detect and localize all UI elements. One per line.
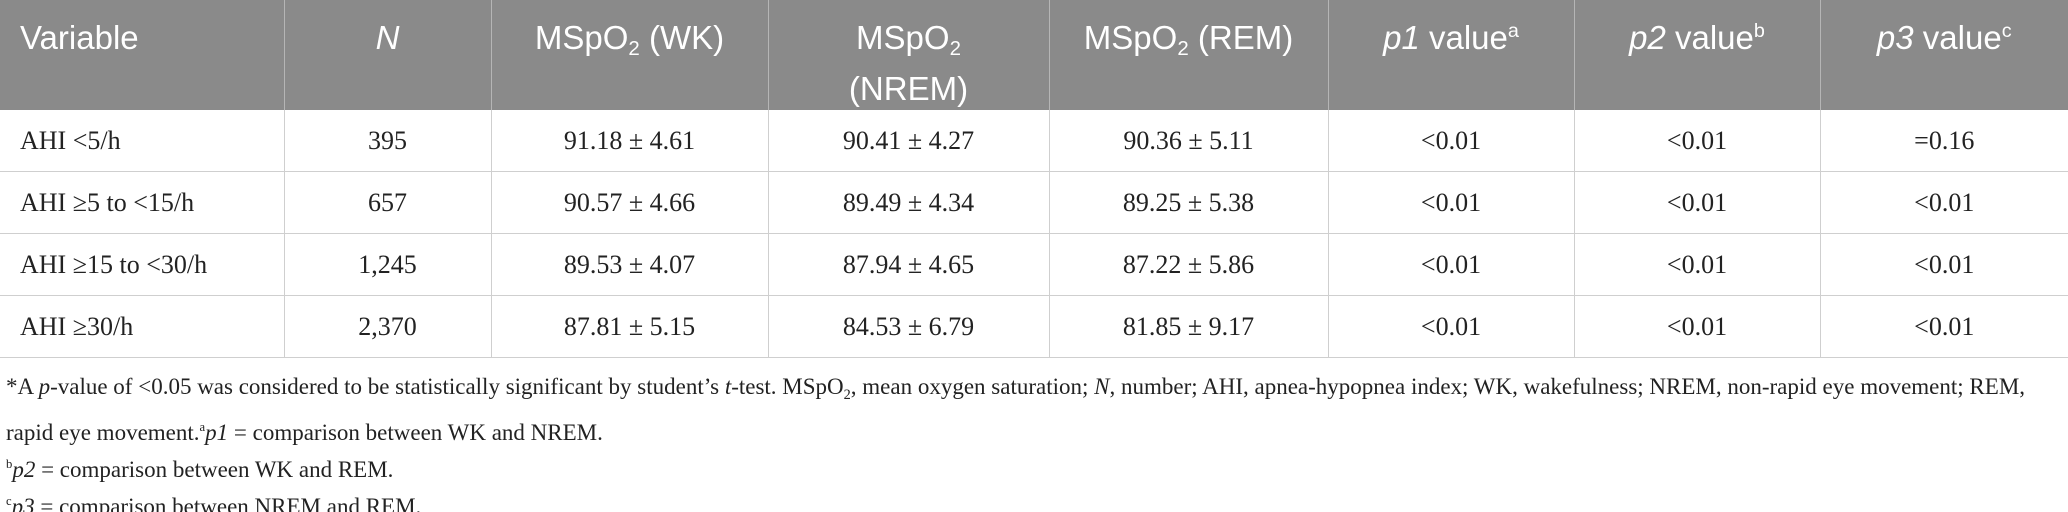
header-sup: b [1753, 20, 1765, 42]
footnote-text: -value of <0.05 was considered to be sta… [50, 374, 725, 399]
header-text: MSpO [1083, 19, 1178, 56]
footnote-text: c [6, 494, 12, 508]
header-text: (NREM) [848, 70, 969, 107]
footnote-text: t [724, 374, 732, 399]
footnote-text: = comparison between WK and REM. [35, 457, 394, 482]
table-cell: <0.01 [1573, 295, 1821, 358]
header-sub: 2 [949, 37, 961, 60]
table-cell: 1,245 [283, 233, 492, 296]
table-cell: 90.41 ± 4.27 [767, 110, 1050, 172]
table-cell: <0.01 [1819, 171, 2068, 234]
header-text: value [1665, 19, 1754, 56]
table-row: AHI <5/h 395 91.18 ± 4.61 90.41 ± 4.27 90.36… [0, 110, 2068, 172]
table-cell: <0.01 [1819, 233, 2068, 296]
header-sub: 2 [1177, 37, 1189, 60]
footnote-text: p2 [12, 457, 36, 482]
table-cell: 87.22 ± 5.86 [1048, 233, 1329, 296]
header-text: value [1913, 19, 2002, 56]
header-cell: p2 valueb [1574, 0, 1821, 110]
table-cell: <0.01 [1327, 110, 1575, 172]
header-text: (REM) [1188, 19, 1294, 56]
table-cell: 87.94 ± 4.65 [767, 233, 1050, 296]
table-cell: 81.85 ± 9.17 [1048, 295, 1329, 358]
table-cell: 90.36 ± 5.11 [1048, 110, 1329, 172]
table-cell: <0.01 [1327, 233, 1575, 296]
table-cell: <0.01 [1573, 110, 1821, 172]
footnote: *A p-value of <0.05 was considered to be… [6, 368, 2062, 451]
footnote-text: = comparison between WK and NREM. [228, 420, 603, 445]
footnote-text: = comparison between NREM and REM. [34, 494, 422, 512]
table-cell: 89.49 ± 4.34 [767, 171, 1050, 234]
table-cell: 84.53 ± 6.79 [767, 295, 1050, 358]
table-cell: 2,370 [283, 295, 492, 358]
header-text: Variable [20, 19, 139, 56]
footnote-text: *A [6, 374, 39, 399]
footnote-text: , mean oxygen saturation; [850, 374, 1095, 399]
header-text: p1 [1383, 19, 1420, 56]
header-cell: Variable [0, 0, 285, 110]
footnote-text: p [38, 374, 51, 399]
table-header: Variable N MSpO2 (WK) MSpO2 (NREM) MSpO2 … [0, 0, 2068, 110]
header-text: MSpO [534, 19, 629, 56]
table-cell: AHI <5/h [0, 110, 285, 172]
header-sup: a [1507, 20, 1519, 42]
header-cell: MSpO2 (NREM) [768, 0, 1050, 110]
footnote-text: 2 [843, 387, 851, 403]
table-cell: 89.25 ± 5.38 [1048, 171, 1329, 234]
table-cell: <0.01 [1327, 171, 1575, 234]
footnote-text: p3 [11, 494, 35, 512]
table-cell: 89.53 ± 4.07 [490, 233, 769, 296]
footnote: cp3 = comparison between NREM and REM. [6, 488, 2062, 512]
table-cell: 91.18 ± 4.61 [490, 110, 769, 172]
table-cell: AHI ≥5 to <15/h [0, 171, 285, 234]
table-body: AHI <5/h 395 91.18 ± 4.61 90.41 ± 4.27 90.36… [0, 110, 2068, 358]
data-table: Variable N MSpO2 (WK) MSpO2 (NREM) MSpO2 … [0, 0, 2068, 358]
footnotes: *A p-value of <0.05 was considered to be… [0, 358, 2068, 512]
table-cell: AHI ≥30/h [0, 295, 285, 358]
table-cell: 90.57 ± 4.66 [490, 171, 769, 234]
header-cell: MSpO2 (REM) [1049, 0, 1329, 110]
table-cell: =0.16 [1819, 110, 2068, 172]
header-sup: c [2001, 20, 2012, 42]
header-cell: p1 valuea [1328, 0, 1575, 110]
footnote-text: N [1094, 374, 1110, 399]
header-cell: N [284, 0, 492, 110]
header-cell: MSpO2 (WK) [491, 0, 769, 110]
footnote-text: p1 [205, 420, 229, 445]
table-cell: <0.01 [1327, 295, 1575, 358]
table-cell: <0.01 [1573, 171, 1821, 234]
footnote-text: b [6, 457, 13, 471]
footnote-text: -test. MSpO [731, 374, 844, 399]
footnote: bp2 = comparison between WK and REM. [6, 451, 2062, 488]
header-sub: 2 [628, 37, 640, 60]
table-cell: <0.01 [1819, 295, 2068, 358]
header-text: value [1419, 19, 1508, 56]
table-cell: <0.01 [1573, 233, 1821, 296]
header-text: p2 [1629, 19, 1666, 56]
header-text: (WK) [639, 19, 725, 56]
footnote-text: , number; AHI, apnea-hypopnea index; WK,… [6, 374, 2026, 445]
header-row: Variable N MSpO2 (WK) MSpO2 (NREM) MSpO2 … [0, 0, 2068, 110]
header-text: N [375, 19, 400, 56]
table-cell: 395 [283, 110, 492, 172]
table-row: AHI ≥5 to <15/h 657 90.57 ± 4.66 89.49 ± 4.… [0, 171, 2068, 234]
footnote-text: a [199, 420, 206, 434]
table-row: AHI ≥30/h 2,370 87.81 ± 5.15 84.53 ± 6.79 81… [0, 295, 2068, 358]
table-cell: 87.81 ± 5.15 [490, 295, 769, 358]
header-text: MSpO [856, 19, 950, 56]
header-cell: p3 valuec [1820, 0, 2068, 110]
table-cell: AHI ≥15 to <30/h [0, 233, 285, 296]
table-row: AHI ≥15 to <30/h 1,245 89.53 ± 4.07 87.94 ±… [0, 233, 2068, 296]
header-text: p3 [1876, 19, 1914, 56]
table-cell: 657 [283, 171, 492, 234]
